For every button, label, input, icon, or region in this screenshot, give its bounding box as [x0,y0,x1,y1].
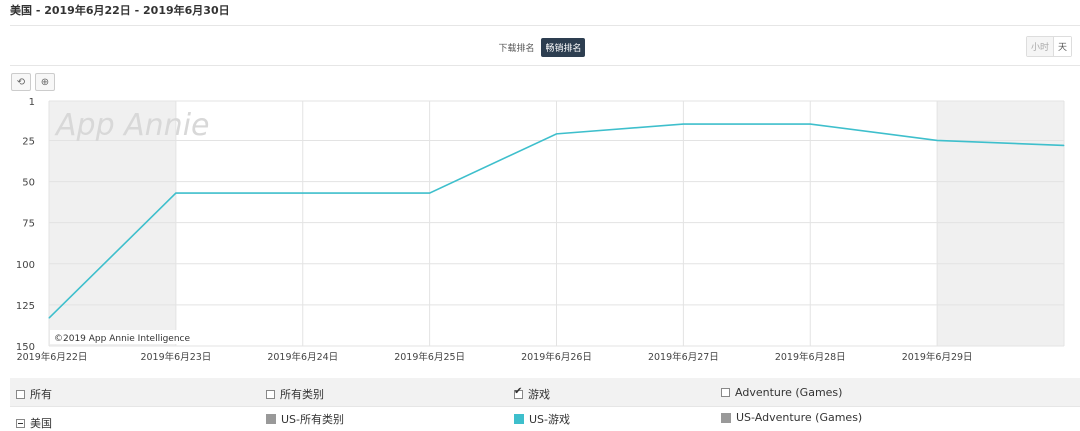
data-point [429,192,431,194]
y-tick-label: 125 [16,301,35,312]
page-title: 美国 - 2019年6月22日 - 2019年6月30日 [10,4,230,17]
x-tick-label: 2019年6月26日 [521,351,592,363]
filter-label: Adventure (Games) [735,386,843,399]
checkbox-icon[interactable] [721,388,730,397]
data-point [809,123,811,125]
grossing-rank-button[interactable]: 畅销排名 [541,38,586,57]
y-tick-label: 1 [29,97,35,108]
filter-label: 游戏 [528,388,550,401]
y-tick-label: 100 [16,260,35,271]
legend-label: US-游戏 [529,413,571,426]
day-button[interactable]: 天 [1052,37,1071,56]
data-point [1063,144,1065,146]
divider [10,65,1080,66]
filter-all[interactable]: 所有 [16,386,52,402]
granularity-toggle: 小时 天 [1025,36,1072,57]
legend-item-us-adventure[interactable]: US-Adventure (Games) [721,411,862,424]
checkbox-checked-icon[interactable] [514,386,523,399]
reset-zoom-icon[interactable]: ⟲ [11,73,31,91]
filter-adventure[interactable]: Adventure (Games) [721,386,842,399]
data-point [556,133,557,135]
x-tick-label: 2019年6月25日 [394,351,465,363]
x-tick-label: 2019年6月22日 [17,351,88,363]
x-tick-label: 2019年6月29日 [902,351,973,363]
data-point [302,192,304,194]
download-rank-button[interactable]: 下载排名 [498,44,535,54]
legend-swatch [514,414,524,424]
y-tick-label: 75 [22,219,35,230]
filter-games[interactable]: 游戏 [514,386,550,402]
data-point [936,139,938,141]
copyright-text: ©2019 App Annie Intelligence [54,334,191,344]
filter-label: 所有类别 [280,388,324,401]
hour-button[interactable]: 小时 [1026,37,1053,56]
x-tick-label: 2019年6月27日 [648,351,719,363]
zoom-icon[interactable]: ⊕ [35,73,55,91]
watermark: App Annie [54,108,210,143]
category-filter-row: 所有 所有类别 游戏 Adventure (Games) [10,378,1080,406]
filter-all-categories[interactable]: 所有类别 [266,386,324,402]
filter-label: 所有 [30,388,52,401]
country-us[interactable]: 美国 [16,415,52,431]
legend-label: US-所有类别 [281,413,345,426]
copyright-box [50,330,194,344]
legend-label: US-Adventure (Games) [736,411,863,424]
weekend-band [937,101,1064,346]
country-label: 美国 [30,417,52,430]
x-tick-label: 2019年6月24日 [267,351,338,363]
checkbox-icon[interactable] [16,389,25,399]
y-tick-label: 150 [16,342,35,353]
legend-item-us-all-categories[interactable]: US-所有类别 [266,411,344,427]
data-point [682,123,684,125]
legend: 所有 所有类别 游戏 Adventure (Games) 美国 US-所有类别 … [0,378,1080,431]
data-point [48,317,50,319]
divider [10,25,1080,26]
checkbox-icon[interactable] [266,389,275,399]
x-tick-label: 2019年6月23日 [140,351,211,363]
data-point [175,192,177,194]
y-tick-label: 50 [22,178,35,189]
legend-swatch [721,412,731,423]
checkbox-partial-icon[interactable] [16,418,25,428]
legend-swatch [266,414,276,424]
legend-item-us-games[interactable]: US-游戏 [514,411,570,427]
series-legend-row: 美国 US-所有类别 US-游戏 US-Adventure (Games) [10,406,1080,431]
y-tick-label: 25 [22,136,35,147]
x-tick-label: 2019年6月28日 [775,351,846,363]
rank-toggle: 下载排名 畅销排名 [0,38,1080,57]
